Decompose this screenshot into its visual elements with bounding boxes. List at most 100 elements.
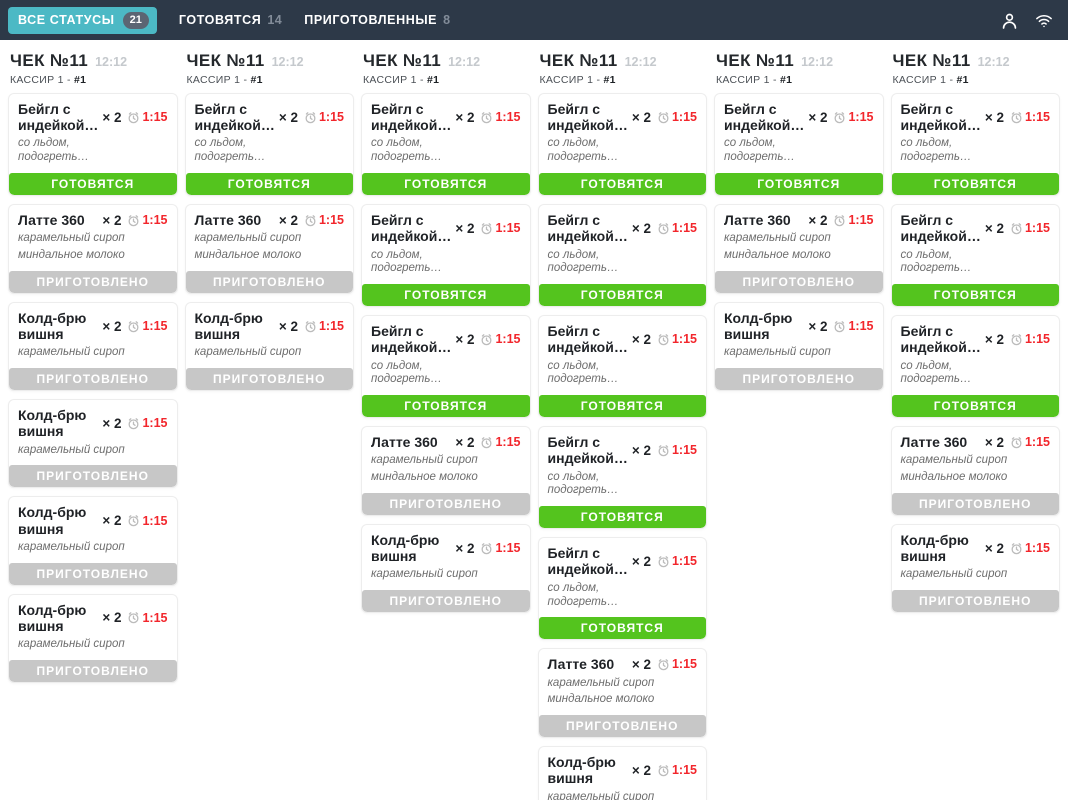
status-button[interactable]: ПРИГОТОВЛЕНО xyxy=(9,368,177,391)
timer-value: 1:15 xyxy=(671,443,697,458)
tab-ready[interactable]: ПРИГОТОВЛЕННЫЕ 8 xyxy=(304,13,450,27)
card-body: Латте 360 × 2 1:15 карамельный сироп минд… xyxy=(362,427,530,490)
card-body: Бейгл с индейкой… × 2 1:15 со льдом, под… xyxy=(892,94,1060,170)
check-time: 12:12 xyxy=(448,55,481,69)
order-item-card[interactable]: Бейгл с индейкой… × 2 1:15 со льдом, под… xyxy=(537,537,707,641)
order-item-card[interactable]: Бейгл с индейкой… × 2 1:15 со льдом, под… xyxy=(361,204,531,308)
card-body: Колд-брю вишня × 2 1:15 карамельный сиро… xyxy=(539,747,707,800)
timer-value: 1:15 xyxy=(318,319,344,334)
order-item-card[interactable]: Колд-брю вишня × 2 1:15 карамельный сиро… xyxy=(8,301,178,392)
status-button[interactable]: ПРИГОТОВЛЕНО xyxy=(715,270,883,293)
order-item-card[interactable]: Бейгл с индейкой… × 2 1:15 со льдом, под… xyxy=(537,315,707,419)
item-timer: 1:15 xyxy=(480,541,521,555)
item-quantity: × 2 xyxy=(984,540,1004,556)
cashier-number: #1 xyxy=(603,74,616,86)
status-button[interactable]: ПРИГОТОВЛЕНО xyxy=(891,590,1059,613)
status-button[interactable]: ГОТОВЯТСЯ xyxy=(538,395,706,418)
timer-icon xyxy=(657,333,670,346)
item-title: Колд-брю вишня xyxy=(724,309,793,343)
status-button[interactable]: ПРИГОТОВЛЕНО xyxy=(891,493,1059,516)
status-button[interactable]: ГОТОВЯТСЯ xyxy=(891,173,1059,196)
tab-count-badge: 21 xyxy=(122,11,149,29)
item-quantity: × 2 xyxy=(102,212,122,228)
cards-list: Бейгл с индейкой… × 2 1:15 со льдом, под… xyxy=(361,93,531,614)
status-button[interactable]: ГОТОВЯТСЯ xyxy=(362,173,530,196)
order-item-card[interactable]: Бейгл с индейкой… × 2 1:15 со льдом, под… xyxy=(890,93,1060,197)
status-button[interactable]: ГОТОВЯТСЯ xyxy=(715,173,883,196)
check-header: ЧЕК №11 12:12 КАССИР 1 - #1 xyxy=(8,48,178,93)
order-item-card[interactable]: Латте 360 × 2 1:15 карамельный сироп минд… xyxy=(890,426,1060,517)
status-button[interactable]: ПРИГОТОВЛЕНО xyxy=(185,270,353,293)
status-button[interactable]: ГОТОВЯТСЯ xyxy=(362,395,530,418)
timer-value: 1:15 xyxy=(142,110,168,125)
status-button[interactable]: ПРИГОТОВЛЕНО xyxy=(538,715,706,738)
item-title: Бейгл с индейкой… xyxy=(371,212,452,245)
order-item-card[interactable]: Латте 360 × 2 1:15 карамельный сироп минд… xyxy=(714,204,884,294)
status-button[interactable]: ПРИГОТОВЛЕНО xyxy=(9,562,177,585)
timer-icon xyxy=(480,333,493,346)
status-button[interactable]: ПРИГОТОВЛЕНО xyxy=(9,270,177,293)
user-icon[interactable] xyxy=(1000,11,1019,30)
modifier-text: со льдом, подогреть… xyxy=(724,137,795,164)
order-item-card[interactable]: Колд-брю вишня × 2 1:15 карамельный сиро… xyxy=(890,524,1060,614)
status-button[interactable]: ГОТОВЯТСЯ xyxy=(891,395,1059,418)
status-button[interactable]: ГОТОВЯТСЯ xyxy=(891,284,1059,307)
status-button[interactable]: ПРИГОТОВЛЕНО xyxy=(362,590,530,613)
order-item-card[interactable]: Бейгл с индейкой… × 2 1:15 со льдом, под… xyxy=(890,315,1060,419)
cashier-number: #1 xyxy=(250,74,263,86)
order-item-card[interactable]: Бейгл с индейкой… × 2 1:15 со льдом, под… xyxy=(714,93,884,197)
status-button[interactable]: ГОТОВЯТСЯ xyxy=(538,506,706,529)
order-item-card[interactable]: Бейгл с индейкой… × 2 1:15 со льдом, под… xyxy=(361,93,531,197)
order-item-card[interactable]: Колд-брю вишня × 2 1:15 карамельный сиро… xyxy=(8,496,178,586)
item-quantity: × 2 xyxy=(102,318,122,334)
item-modifiers: карамельный сироп xyxy=(18,444,168,458)
order-item-card[interactable]: Бейгл с индейкой… × 2 1:15 со льдом, под… xyxy=(537,204,707,308)
item-title: Бейгл с индейкой… xyxy=(900,323,981,356)
status-button[interactable]: ПРИГОТОВЛЕНО xyxy=(362,493,530,516)
status-button[interactable]: ПРИГОТОВЛЕНО xyxy=(9,659,177,682)
order-item-card[interactable]: Бейгл с индейкой… × 2 1:15 со льдом, под… xyxy=(361,315,531,419)
order-item-card[interactable]: Латте 360 × 2 1:15 карамельный сироп минд… xyxy=(537,648,707,739)
order-item-card[interactable]: Латте 360 × 2 1:15 карамельный сироп минд… xyxy=(361,426,531,517)
item-timer: 1:15 xyxy=(1010,332,1050,346)
timer-icon xyxy=(657,444,670,457)
order-item-card[interactable]: Бейгл с индейкой… × 2 1:15 со льдом, под… xyxy=(890,204,1060,308)
item-timer: 1:15 xyxy=(657,763,697,777)
order-item-card[interactable]: Бейгл с индейкой… × 2 1:15 со льдом, под… xyxy=(537,426,707,530)
order-item-card[interactable]: Бейгл с индейкой… × 2 1:15 со льдом, под… xyxy=(184,93,354,197)
order-item-card[interactable]: Бейгл с индейкой… × 2 1:15 со льдом, под… xyxy=(8,93,178,197)
timer-value: 1:15 xyxy=(142,416,168,431)
order-item-card[interactable]: Колд-брю вишня × 2 1:15 карамельный сиро… xyxy=(537,746,707,800)
item-timer: 1:15 xyxy=(1010,221,1050,235)
card-body: Бейгл с индейкой… × 2 1:15 со льдом, под… xyxy=(9,94,177,170)
status-button[interactable]: ГОТОВЯТСЯ xyxy=(362,284,530,307)
order-item-card[interactable]: Бейгл с индейкой… × 2 1:15 со льдом, под… xyxy=(537,93,707,197)
order-item-card[interactable]: Колд-брю вишня × 2 1:15 карамельный сиро… xyxy=(8,593,178,683)
item-modifiers: карамельный сироп xyxy=(724,346,874,360)
order-item-card[interactable]: Колд-брю вишня × 2 1:15 карамельный сиро… xyxy=(8,399,178,489)
cards-list: Бейгл с индейкой… × 2 1:15 со льдом, под… xyxy=(714,93,884,392)
order-item-card[interactable]: Колд-брю вишня × 2 1:15 карамельный сиро… xyxy=(714,301,884,392)
order-item-card[interactable]: Колд-брю вишня × 2 1:15 карамельный сиро… xyxy=(184,301,354,392)
wifi-icon[interactable] xyxy=(1034,11,1054,30)
order-item-card[interactable]: Колд-брю вишня × 2 1:15 карамельный сиро… xyxy=(361,524,531,614)
status-button[interactable]: ПРИГОТОВЛЕНО xyxy=(715,368,883,391)
status-button[interactable]: ПРИГОТОВЛЕНО xyxy=(185,368,353,391)
status-button[interactable]: ГОТОВЯТСЯ xyxy=(538,617,706,640)
status-button[interactable]: ГОТОВЯТСЯ xyxy=(538,173,706,196)
item-quantity: × 2 xyxy=(455,540,475,556)
status-button[interactable]: ПРИГОТОВЛЕНО xyxy=(9,465,177,488)
timer-value: 1:15 xyxy=(671,221,697,236)
status-button[interactable]: ГОТОВЯТСЯ xyxy=(9,173,177,196)
status-button[interactable]: ГОТОВЯТСЯ xyxy=(538,284,706,307)
tab-all-statuses[interactable]: ВСЕ СТАТУСЫ 21 xyxy=(8,6,157,34)
timer-icon xyxy=(1010,111,1023,124)
item-modifiers: со льдом, подогреть… xyxy=(548,249,698,277)
status-button[interactable]: ГОТОВЯТСЯ xyxy=(185,173,353,196)
order-item-card[interactable]: Латте 360 × 2 1:15 карамельный сироп минд… xyxy=(184,204,354,294)
item-title: Латте 360 xyxy=(900,434,968,451)
tab-preparing[interactable]: ГОТОВЯТСЯ 14 xyxy=(179,13,282,27)
order-item-card[interactable]: Латте 360 × 2 1:15 карамельный сироп минд… xyxy=(8,204,178,294)
item-timer: 1:15 xyxy=(480,221,521,235)
card-body: Колд-брю вишня × 2 1:15 карамельный сиро… xyxy=(9,497,177,559)
